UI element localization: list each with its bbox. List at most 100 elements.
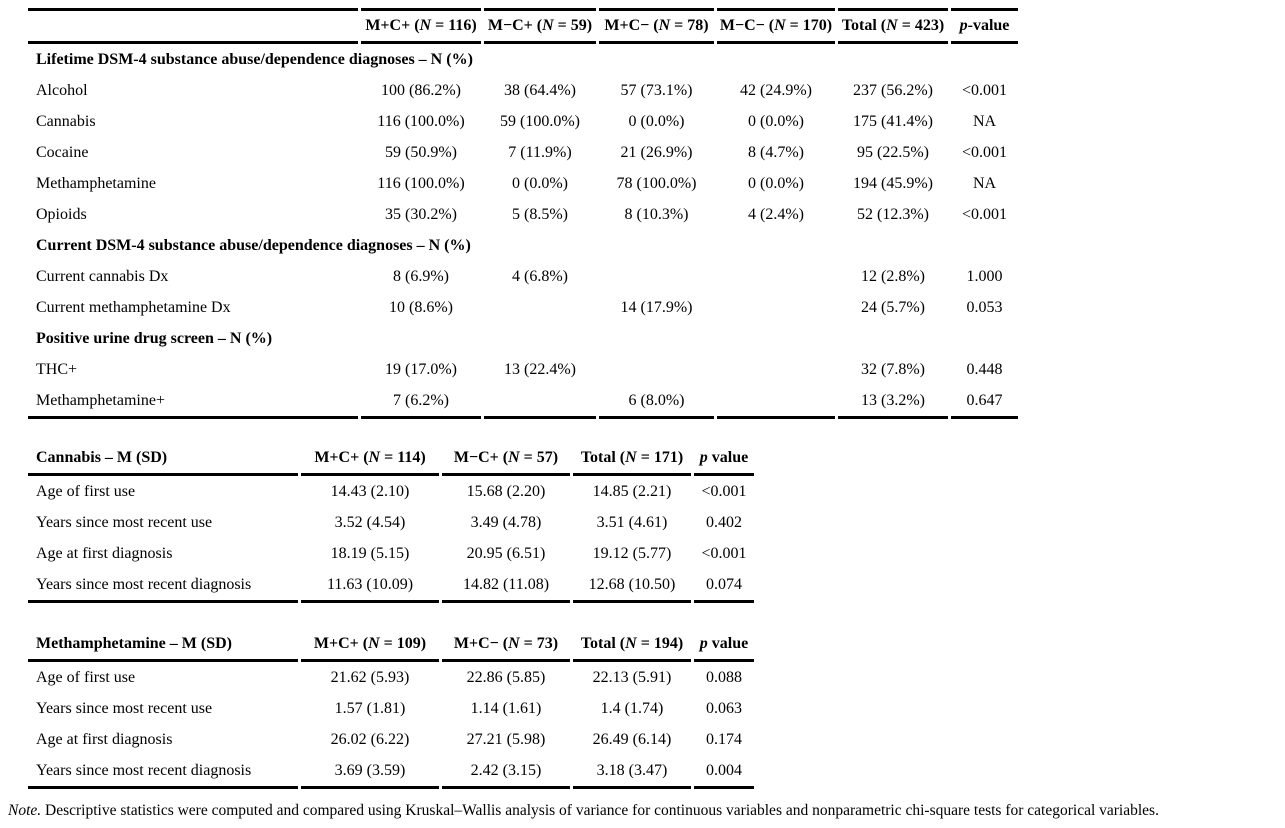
table-cell: 0.074: [694, 569, 754, 603]
table-cell: 38 (64.4%): [504, 81, 576, 99]
table-cell: 8 (4.7%): [748, 143, 804, 161]
header-row: Cannabis – M (SD) M+C+ (N = 114) M−C+ (N =…: [28, 443, 754, 476]
table-cell: 100 (86.2%): [381, 81, 461, 99]
table-cell: 3.51 (4.61): [596, 513, 668, 531]
table-cell: 175 (41.4%): [853, 112, 933, 130]
table-row: Years since most recent use 1.57 (1.81) 1.…: [28, 693, 754, 724]
table-row: Alcohol 100 (86.2%) 38 (64.4%) 57 (73.1%) 42…: [28, 75, 1018, 106]
section-row: Positive urine drug screen – N (%): [28, 323, 1018, 354]
table-cell: 1.4 (1.74): [600, 699, 664, 717]
table-cell: 12 (2.8%): [861, 267, 925, 285]
column-header: Total (N = 171): [573, 443, 691, 476]
section-header: Lifetime DSM-4 substance abuse/dependenc…: [36, 50, 473, 68]
column-header: p value: [694, 443, 754, 476]
column-header: M+C− (N = 78): [599, 8, 714, 44]
table-cell: 12.68 (10.50): [573, 569, 691, 603]
table-cell: 0.063: [706, 699, 742, 717]
table-cell: 27.21 (5.98): [466, 730, 546, 748]
table-cell: <0.001: [961, 81, 1008, 99]
column-header: M−C+ (N = 57): [442, 443, 570, 476]
table-cell: 7 (6.2%): [361, 385, 481, 419]
table-cell: [717, 261, 835, 292]
table-cell: 0.448: [966, 360, 1003, 378]
row-label: Age at first diagnosis: [36, 730, 173, 748]
table-cell: 0 (0.0%): [628, 112, 685, 130]
table-cell: [599, 354, 714, 385]
table-cell: NA: [972, 112, 997, 130]
table-row: Years since most recent diagnosis 3.69 (3…: [28, 755, 754, 789]
paper-table-page: M+C+ (N = 116) M−C+ (N = 59) M+C− (N = 78)…: [0, 8, 1285, 828]
table-cell: 11.63 (10.09): [301, 569, 439, 603]
table-row: Current cannabis Dx 8 (6.9%) 4 (6.8%) 12 (2…: [28, 261, 1018, 292]
table-row: Cocaine 59 (50.9%) 7 (11.9%) 21 (26.9%) 8 (4…: [28, 137, 1018, 168]
table-cell: [717, 385, 835, 419]
column-header: Total (N = 423): [838, 8, 948, 44]
table-row: Opioids 35 (30.2%) 5 (8.5%) 8 (10.3%) 4 (2.4…: [28, 199, 1018, 230]
table-cell: 116 (100.0%): [377, 174, 465, 192]
table-cell: 0.004: [694, 755, 754, 789]
table-cell: 32 (7.8%): [861, 360, 925, 378]
table-cell: [484, 292, 596, 323]
table-row: Years since most recent diagnosis 11.63 (…: [28, 569, 754, 603]
table-cell: 116 (100.0%): [377, 112, 465, 130]
table-cell: 0.647: [951, 385, 1018, 419]
table-cell: 14.85 (2.21): [592, 482, 672, 500]
table-cell: 0 (0.0%): [748, 112, 804, 130]
row-label: Cocaine: [36, 143, 89, 161]
table-cell: 18.19 (5.15): [330, 544, 410, 562]
table-cell: 26.02 (6.22): [330, 730, 410, 748]
table-cell: 22.13 (5.91): [592, 668, 672, 686]
column-header: M−C+ (N = 59): [484, 8, 596, 44]
table-cell: [717, 354, 835, 385]
note-text: Descriptive statistics were computed and…: [41, 802, 1159, 819]
table-cell: 57 (73.1%): [620, 81, 693, 99]
column-header: Cannabis – M (SD): [28, 443, 298, 476]
header-row: M+C+ (N = 116) M−C+ (N = 59) M+C− (N = 78)…: [28, 8, 1018, 44]
column-header: p-value: [951, 8, 1018, 44]
diagnoses-table: M+C+ (N = 116) M−C+ (N = 59) M+C− (N = 78)…: [25, 8, 1021, 419]
table-cell: 15.68 (2.20): [466, 482, 546, 500]
table-row: THC+ 19 (17.0%) 13 (22.4%) 32 (7.8%) 0.448: [28, 354, 1018, 385]
column-header: M+C+ (N = 116): [361, 8, 481, 44]
row-label: Age of first use: [36, 482, 136, 500]
column-header: M−C− (N = 170): [717, 8, 835, 44]
row-label: Opioids: [36, 205, 87, 223]
table-cell: 14.43 (2.10): [330, 482, 410, 500]
row-label: Cannabis: [36, 112, 96, 130]
methamphetamine-stats-table: Methamphetamine – M (SD) M+C+ (N = 109) M+…: [25, 629, 757, 789]
table-cell: 35 (30.2%): [385, 205, 457, 223]
table-cell: <0.001: [961, 143, 1008, 161]
table-cell: [484, 385, 596, 419]
table-row: Age of first use 21.62 (5.93) 22.86 (5.85)…: [28, 662, 754, 693]
table-cell: 4 (6.8%): [512, 267, 568, 285]
column-header: M+C+ (N = 109): [301, 629, 439, 662]
table-cell: 20.95 (6.51): [466, 544, 546, 562]
table-cell: 6 (8.0%): [599, 385, 714, 419]
table-cell: 8 (10.3%): [624, 205, 689, 223]
table-cell: 1.000: [966, 267, 1003, 285]
table-cell: 14.82 (11.08): [442, 569, 570, 603]
table-cell: 237 (56.2%): [853, 81, 933, 99]
table-cell: [717, 292, 835, 323]
section-header: Current DSM-4 substance abuse/dependence…: [36, 236, 471, 254]
row-label: Age of first use: [36, 668, 136, 686]
table-note: Note. Descriptive statistics were comput…: [8, 802, 1285, 820]
section-header: Positive urine drug screen – N (%): [36, 329, 273, 347]
table-cell: 194 (45.9%): [853, 174, 933, 192]
note-prefix: Note.: [8, 802, 42, 819]
table-cell: 14 (17.9%): [620, 298, 693, 316]
row-label: Years since most recent use: [36, 699, 213, 717]
row-label: Current cannabis Dx: [36, 267, 169, 285]
table-cell: 78 (100.0%): [616, 174, 697, 192]
table-cell: 8 (6.9%): [393, 267, 449, 285]
table-cell: 3.52 (4.54): [334, 513, 406, 531]
table-cell: [599, 261, 714, 292]
table-cell: 10 (8.6%): [389, 298, 453, 316]
row-label: Methamphetamine: [36, 174, 156, 192]
table-cell: 95 (22.5%): [857, 143, 929, 161]
cannabis-stats-table: Cannabis – M (SD) M+C+ (N = 114) M−C+ (N =…: [25, 443, 757, 603]
column-header: Total (N = 194): [573, 629, 691, 662]
table-cell: NA: [972, 174, 997, 192]
table-cell: 42 (24.9%): [740, 81, 812, 99]
table-cell: 26.49 (6.14): [592, 730, 672, 748]
